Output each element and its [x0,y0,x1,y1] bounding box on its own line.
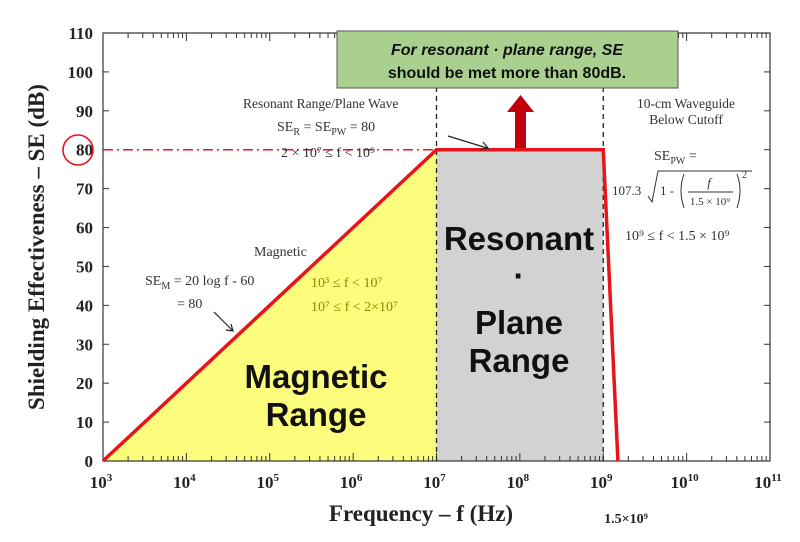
x-axis-title: Frequency – f (Hz) [329,501,513,526]
magnetic-range-1: 10³ ≤ f < 10⁷ [311,276,382,291]
up-arrow [507,95,534,148]
magnetic-formula: SEM = 20 log f - 60 [145,274,254,292]
magnetic-eq-80: = 80 [177,297,202,312]
y-tick-label-20: 20 [76,374,93,393]
magnetic-annotation-title: Magnetic [254,245,307,260]
svg-text:1.5 × 10⁹: 1.5 × 10⁹ [690,196,730,208]
resonant-annotation-title: Resonant Range/Plane Wave [243,96,398,111]
y-tick-label-40: 40 [76,296,93,315]
resonant-range: 2 × 10⁷ ≤ f < 10⁹ [281,146,375,161]
y-tick-label-0: 0 [85,452,94,471]
y-tick-label-90: 90 [76,102,93,121]
resonant-range-label-2: · [514,257,525,294]
svg-text:f: f [707,175,713,190]
waveguide-range: 10⁹ ≤ f < 1.5 × 10⁹ [625,229,730,244]
y-tick-label-80: 80 [76,141,93,160]
se-requirement-line [101,147,620,463]
resonant-range-label-1: Resonant [444,220,594,257]
x-tick-label-1e7: 107 [423,472,446,492]
highlight-80-circle [62,134,94,166]
y-tick-label-60: 60 [76,219,93,238]
y-tick-label-70: 70 [76,180,93,199]
x-tick-label-1e6: 106 [340,472,363,492]
magnetic-range-2: 10⁷ ≤ f < 2×10⁷ [311,300,398,315]
svg-text:2: 2 [742,170,747,181]
cutoff-frequency-label: 1.5×10⁹ [604,512,648,527]
y-axis-title: Shielding Effectiveness – SE (dB) [24,84,49,410]
svg-text:107.3: 107.3 [612,183,641,198]
waveguide-se-label: SEPW = [654,149,697,167]
y-tick-label-10: 10 [76,413,93,432]
callout-line-1: For resonant · plane range, SE [391,42,624,59]
y-tick-label-50: 50 [76,257,93,276]
y-tick-labels: 0 10 20 30 40 50 60 70 80 90 100 110 [68,24,94,471]
x-tick-label-1e10: 1010 [671,472,700,492]
callout-box [336,30,679,89]
x-tick-label-1e8: 108 [507,472,530,492]
waveguide-formula: 107.3 1 - f 1.5 × 10⁹ 2 [612,170,752,209]
x-tick-labels: 103 104 105 106 107 108 109 1010 1011 [90,472,782,492]
x-tick-label-1e11: 1011 [754,472,781,492]
y-tick-label-110: 110 [68,24,93,43]
magnetic-range-label-2: Range [266,396,367,433]
resonant-equation: SER = SEPW = 80 [277,120,375,138]
resonant-range-label-4: Range [469,342,570,379]
x-tick-label-1e3: 103 [90,472,113,492]
resonant-pointer-arrow [447,135,490,151]
waveguide-title-1: 10-cm Waveguide [637,96,735,111]
resonant-range-fill [436,149,604,461]
x-tick-label-1e5: 105 [257,472,280,492]
y-tick-label-100: 100 [68,63,94,82]
x-tick-label-1e9: 109 [590,472,613,492]
callout-line-2: should be met more than 80dB. [388,65,626,82]
waveguide-title-2: Below Cutoff [649,112,723,127]
resonant-range-label-3: Plane [475,304,563,341]
svg-text:1 -: 1 - [660,183,674,198]
y-tick-label-30: 30 [76,335,93,354]
magnetic-pointer-arrow [213,311,234,332]
magnetic-range-label-1: Magnetic [244,358,387,395]
x-tick-label-1e4: 104 [173,472,196,492]
